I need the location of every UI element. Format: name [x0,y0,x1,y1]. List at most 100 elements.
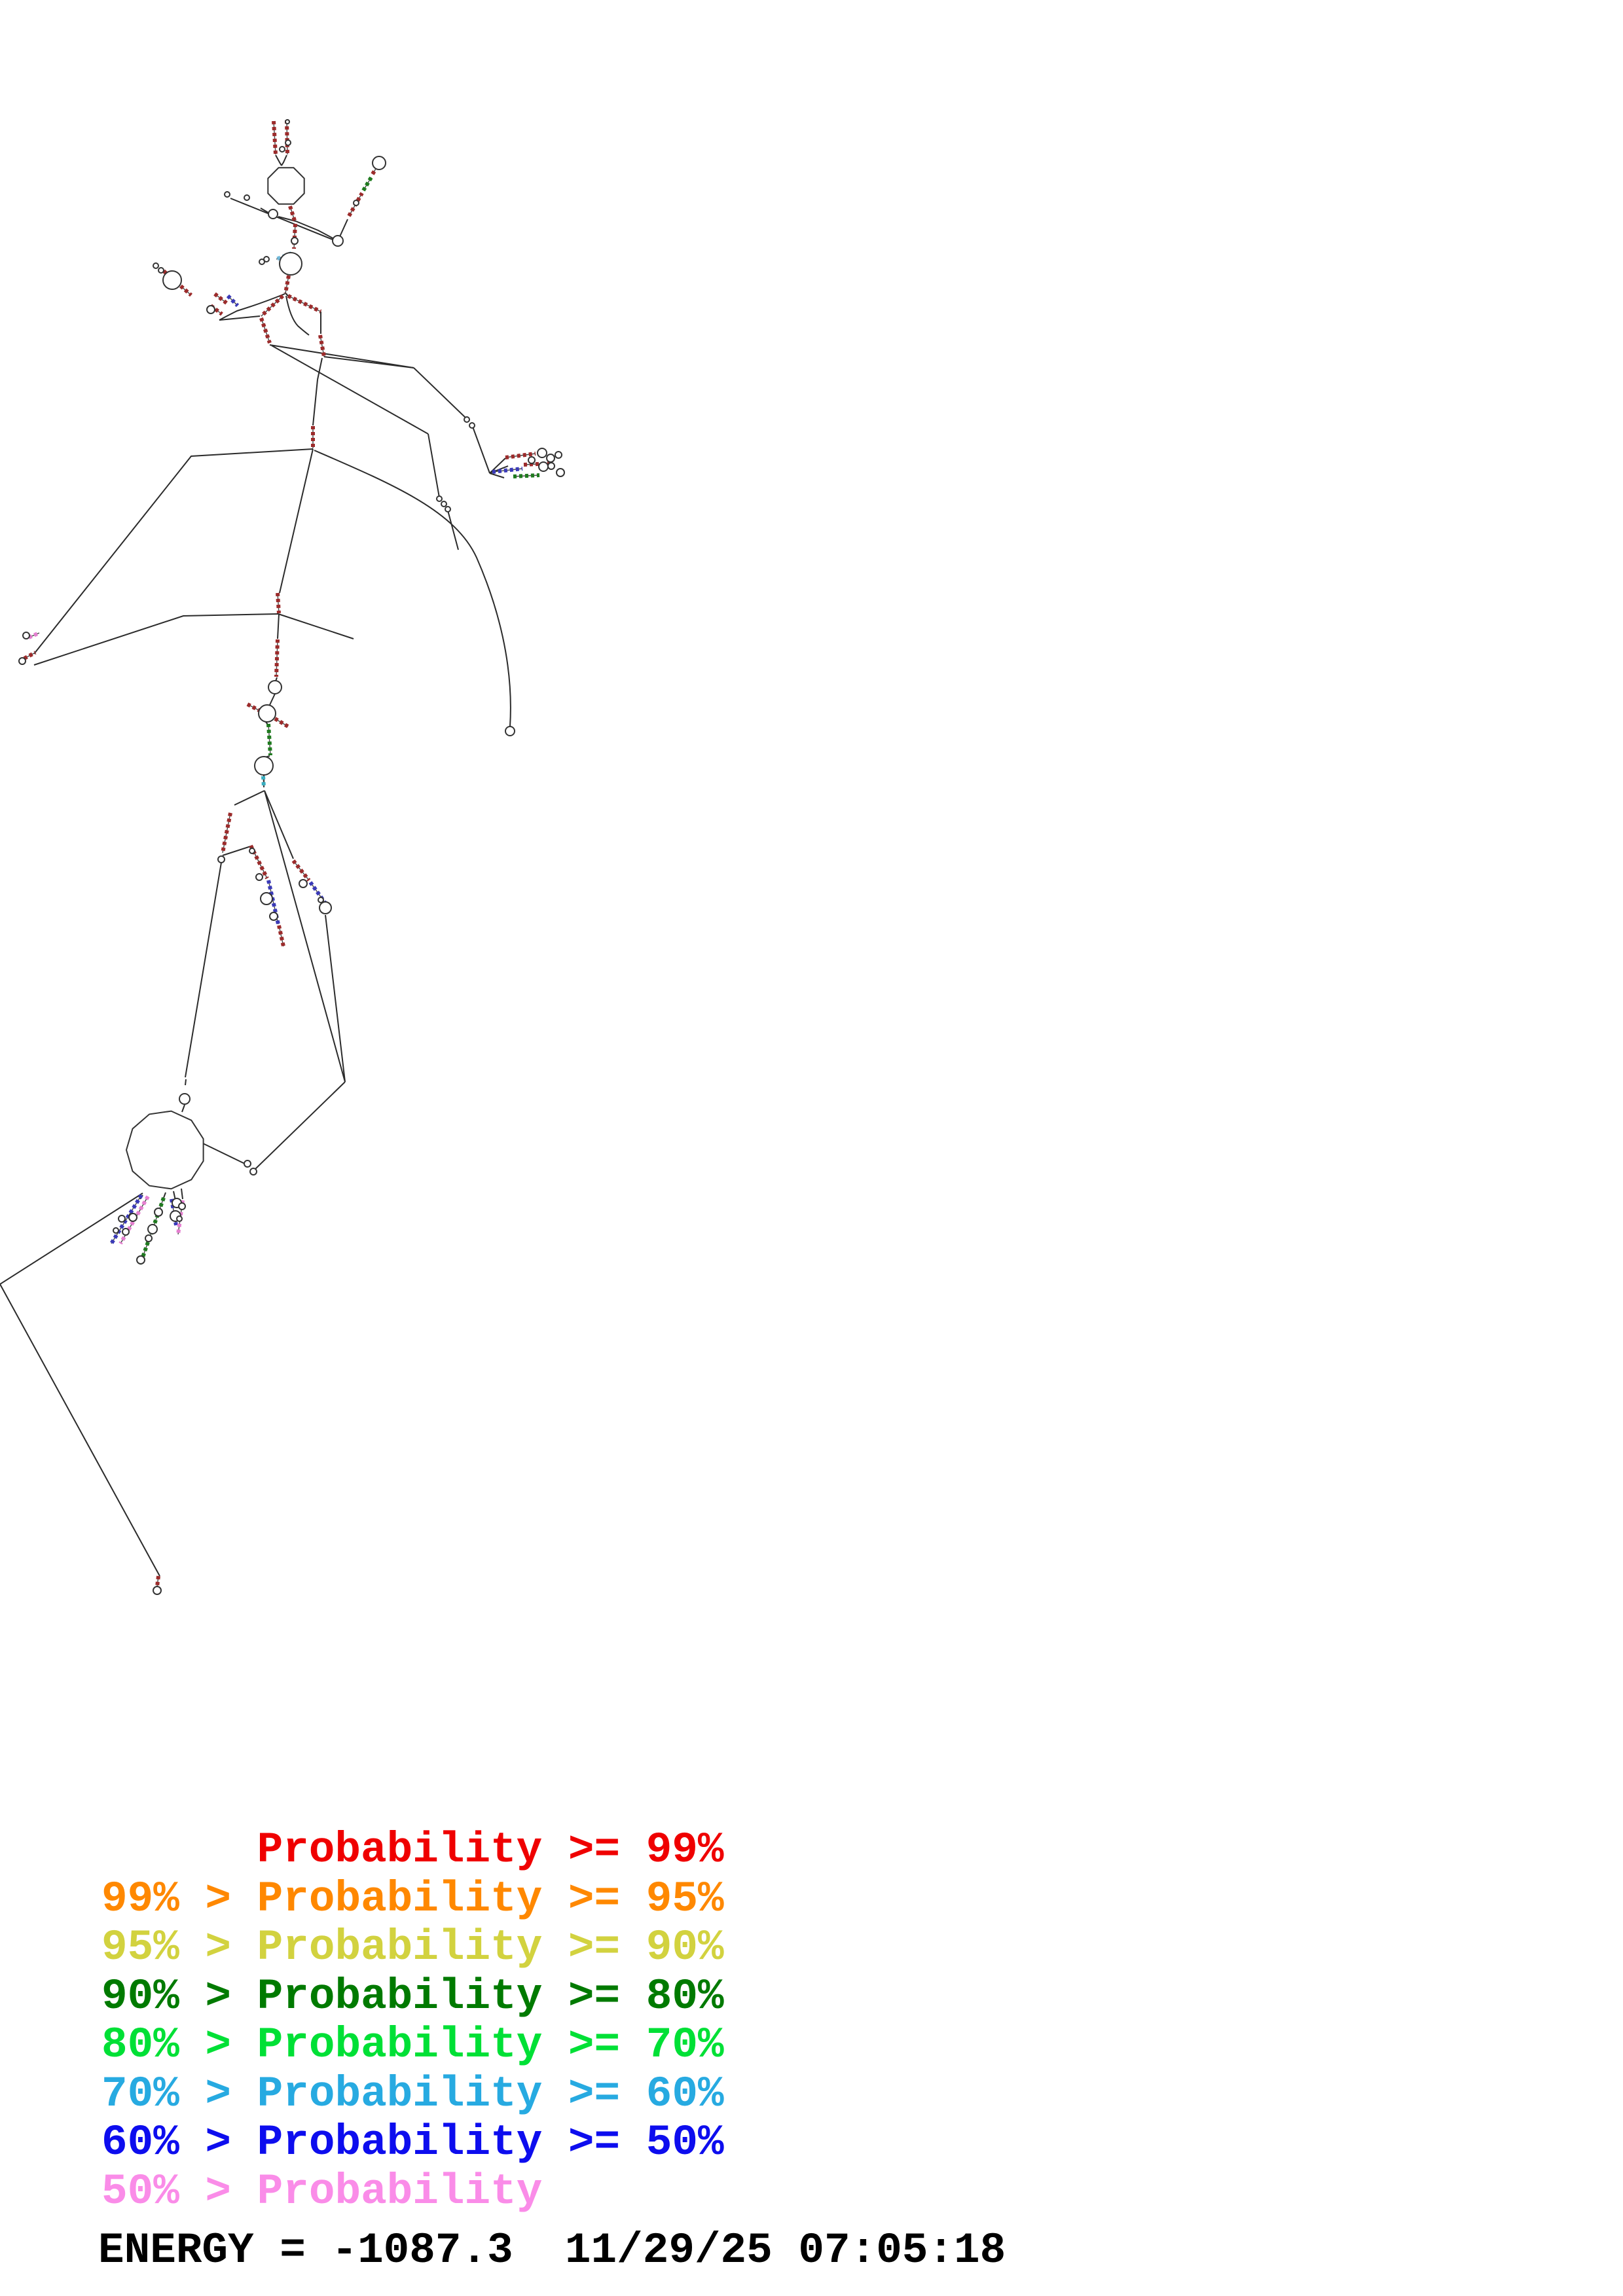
loop-circle [258,704,276,723]
legend-item: 80% > Probability >= 70% [101,2020,724,2070]
helix-bases [23,651,37,660]
backbone-segment [277,613,280,639]
backbone-segment [230,198,337,242]
helix-axis [277,592,280,614]
loop-circle [505,726,515,736]
backbone-segment [185,1079,187,1086]
loop-circle [122,1228,130,1236]
loop-circle [469,422,475,429]
loop-circle [158,267,164,274]
backbone-segment [0,1193,160,1577]
loop-circle [244,194,250,201]
loop-circle [268,209,278,219]
loop-circle [224,191,230,198]
backbone-segment [163,1192,166,1198]
helix-bases [318,334,326,357]
backbone-segment [428,433,440,498]
loop-circle [162,270,182,290]
helix-bases [179,284,192,297]
loop-circle [22,632,30,639]
backbone-segment [269,693,276,706]
backbone-arc [314,450,511,727]
loop-circle [269,912,278,921]
loop-circle [179,1093,191,1105]
helix-bases [308,881,327,905]
loop-circle [441,501,447,507]
backbone-segment [33,448,314,655]
helix-bases [27,631,41,639]
loop-circle [285,119,290,124]
loop-circle [436,495,443,502]
backbone-segment [269,344,414,368]
legend-item: 99% > Probability >= 95% [101,1874,724,1924]
loop-circle [464,416,470,423]
loop-circle [285,139,291,146]
backbone-segment [447,510,459,550]
loop-circle [555,451,562,459]
helix-bases [274,639,280,677]
helix-bases [291,859,311,882]
loop-circle [538,461,549,472]
backbone-segment [260,207,269,213]
backbone-segment [275,154,282,166]
legend-item: Probability >= 99% [257,1825,724,1874]
backbone-segment [278,613,354,639]
loop-circle [113,1227,119,1234]
backbone-segment [234,790,265,806]
loop-circle [299,879,308,888]
backbone-segment [281,154,287,166]
backbone-segment [279,448,314,594]
helix-bases [513,473,540,478]
loop-circle [279,146,285,152]
probability-legend: Probability >= 99% 99% > Probability >= 9… [101,1825,724,2216]
backbone-segment [264,790,346,1083]
loop-circle [217,855,225,863]
loop-circle [249,848,255,854]
helix-bases [259,317,272,344]
loop-circle [372,156,386,170]
helix-bases [119,1195,150,1245]
helix-bases [226,294,240,308]
helix-bases [109,1194,143,1245]
helix-bases [261,776,266,788]
loop-circle [206,305,215,314]
loop-circle [118,1215,126,1223]
loop-circle [128,1213,137,1222]
legend-item: 70% > Probability >= 60% [101,2069,724,2119]
backbone-segment [181,1104,185,1113]
backbone-segment [219,315,261,321]
helix-bases [523,461,551,467]
loop-circle [176,1215,183,1222]
loop-circle [136,1255,145,1265]
loop-circle [279,252,302,276]
backbone-segment [271,345,429,435]
loop-circle [353,200,359,206]
helix-axis [273,120,276,155]
backbone-segment [185,862,222,1078]
backbone-segment [254,1081,346,1170]
backbone-segment [264,790,294,859]
loop-circle [147,1224,158,1234]
loop-circle [528,456,536,464]
energy-annotation: ENERGY = -1087.3 11/29/25 07:05:18 [98,2226,1006,2275]
backbone-segment [325,914,346,1083]
backbone-segment [413,367,467,420]
helix-bases [213,292,228,305]
loop-circle [260,892,273,905]
backbone-segment [472,426,490,474]
backbone-segment [295,221,338,242]
helix-bases [287,294,322,314]
legend-item: 90% > Probability >= 80% [101,1971,724,2021]
helix-bases [288,206,297,221]
helix-bases [246,702,261,713]
loop-circle [259,259,265,265]
helix-bases [274,717,289,728]
loop-circle [546,454,555,463]
loop-polygon [125,1110,204,1190]
helix-bases [505,452,536,459]
backbone-segment [33,613,279,666]
loop-circle [178,1202,186,1210]
backbone-segment [202,1143,247,1165]
helix-bases [266,723,272,756]
loop-circle [254,756,274,776]
